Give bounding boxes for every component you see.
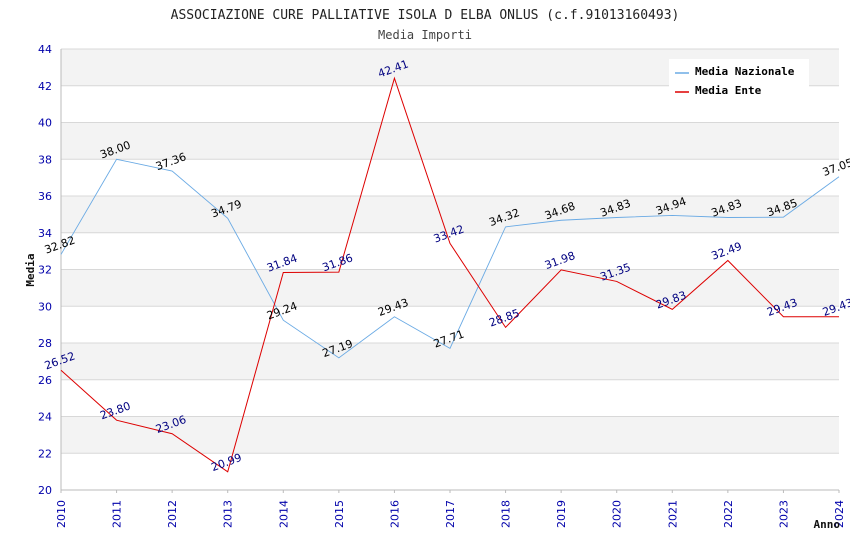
series-line bbox=[60, 158, 840, 359]
x-tick-label: 2012 bbox=[166, 500, 179, 528]
y-tick-label: 44 bbox=[38, 43, 52, 56]
y-tick-label: 30 bbox=[38, 300, 52, 313]
plot-band bbox=[61, 269, 839, 307]
plot-band bbox=[61, 343, 839, 380]
x-tick-label: 2014 bbox=[277, 500, 290, 528]
x-tick-label: 2017 bbox=[444, 500, 457, 528]
y-tick-label: 40 bbox=[38, 117, 52, 130]
x-tick-label: 2024 bbox=[833, 500, 846, 528]
plot-band bbox=[61, 232, 839, 270]
x-tick-label: 2010 bbox=[55, 500, 68, 528]
plot-band bbox=[61, 159, 839, 196]
plot-band bbox=[61, 196, 839, 233]
x-tick-label: 2020 bbox=[611, 500, 624, 528]
x-tick-label: 2015 bbox=[333, 500, 346, 528]
x-tick-label: 2018 bbox=[500, 500, 513, 528]
x-tick-label: 2023 bbox=[777, 500, 790, 528]
y-axis-ticks: 20 22 24 26 28 30 32 34 36 38 40 42 44 bbox=[38, 43, 52, 497]
series-line bbox=[60, 76, 839, 473]
y-axis-label: Media bbox=[24, 253, 37, 286]
x-tick-label: 2016 bbox=[388, 500, 401, 528]
plot-band bbox=[61, 122, 839, 160]
x-tick-label: 2013 bbox=[222, 500, 235, 528]
y-tick-label: 20 bbox=[38, 484, 52, 497]
y-tick-label: 24 bbox=[38, 411, 52, 424]
plot-band bbox=[61, 453, 839, 490]
legend-box bbox=[669, 59, 809, 99]
chart-subtitle: Media Importi bbox=[378, 28, 472, 42]
x-axis-ticks: 2010 2011 2012 2013 2014 2015 2016 2017 2018 2019… bbox=[55, 490, 846, 528]
x-tick-label: 2022 bbox=[722, 500, 735, 528]
x-tick-label: 2011 bbox=[111, 500, 124, 528]
y-tick-label: 36 bbox=[38, 190, 52, 203]
plot-band bbox=[61, 379, 839, 417]
legend: Media Nazionale Media Ente bbox=[669, 59, 809, 99]
y-tick-label: 38 bbox=[38, 153, 52, 166]
series-lines bbox=[60, 76, 840, 473]
y-tick-label: 34 bbox=[38, 227, 52, 240]
y-tick-label: 22 bbox=[38, 447, 52, 460]
x-tick-label: 2019 bbox=[555, 500, 568, 528]
legend-label-nazionale: Media Nazionale bbox=[695, 65, 795, 78]
y-tick-label: 26 bbox=[38, 374, 52, 387]
chart-title: ASSOCIAZIONE CURE PALLIATIVE ISOLA D ELB… bbox=[171, 8, 680, 23]
y-tick-label: 32 bbox=[38, 264, 52, 277]
x-tick-label: 2021 bbox=[666, 500, 679, 528]
legend-label-ente: Media Ente bbox=[695, 84, 762, 97]
y-tick-label: 28 bbox=[38, 337, 52, 350]
plot-band bbox=[61, 306, 839, 343]
plot-background bbox=[61, 49, 839, 490]
y-tick-label: 42 bbox=[38, 80, 52, 93]
plot-band bbox=[61, 416, 839, 454]
x-axis-label: Anno bbox=[814, 518, 841, 531]
